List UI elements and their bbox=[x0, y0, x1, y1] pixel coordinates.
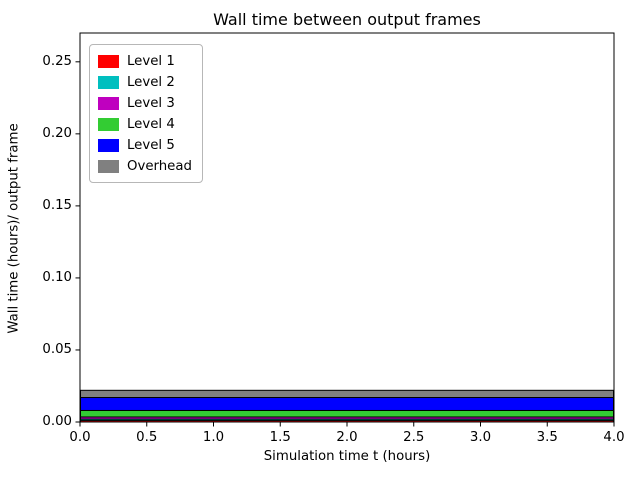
legend-swatch bbox=[98, 55, 119, 68]
stack-band-overhead bbox=[80, 389, 614, 399]
x-tick-label: 0.0 bbox=[69, 430, 91, 445]
chart-title: Wall time between output frames bbox=[213, 10, 481, 29]
legend-item-level-3: Level 3 bbox=[98, 93, 192, 114]
x-tick-label: 2.0 bbox=[336, 430, 358, 445]
stack-band-level-4 bbox=[80, 409, 614, 418]
y-tick-label: 0.00 bbox=[42, 414, 72, 429]
legend-swatch bbox=[98, 97, 119, 110]
y-tick-label: 0.10 bbox=[42, 269, 72, 285]
x-axis-label: Simulation time t (hours) bbox=[263, 449, 431, 464]
x-tick-label: 4.0 bbox=[603, 430, 625, 445]
legend-swatch bbox=[98, 118, 119, 131]
x-tick-label: 1.5 bbox=[269, 430, 291, 445]
legend: Level 1 Level 2 Level 3 Level 4 Level 5 Overh… bbox=[89, 44, 203, 183]
x-tick-label: 3.5 bbox=[536, 430, 558, 445]
x-tick-label: 0.5 bbox=[136, 430, 158, 445]
legend-item-level-2: Level 2 bbox=[98, 72, 192, 93]
legend-label: Level 5 bbox=[127, 138, 175, 153]
y-tick-label: 0.20 bbox=[42, 125, 72, 141]
legend-label: Level 4 bbox=[127, 117, 175, 132]
legend-item-level-5: Level 5 bbox=[98, 135, 192, 156]
y-axis-label: Wall time (hours)/ output frame bbox=[6, 123, 22, 334]
x-tick-label: 1.0 bbox=[202, 430, 225, 445]
legend-item-level-1: Level 1 bbox=[98, 51, 192, 72]
legend-label: Overhead bbox=[127, 159, 192, 174]
y-tick-label: 0.05 bbox=[42, 341, 72, 357]
x-tick-label: 3.0 bbox=[469, 430, 492, 445]
y-tick-label: 0.25 bbox=[42, 53, 72, 69]
legend-swatch bbox=[98, 139, 119, 152]
legend-label: Level 3 bbox=[127, 96, 175, 111]
legend-label: Level 1 bbox=[127, 54, 175, 69]
legend-item-overhead: Overhead bbox=[98, 156, 192, 177]
stack-band-level-5 bbox=[80, 397, 614, 411]
legend-label: Level 2 bbox=[127, 75, 175, 90]
x-tick-label: 2.5 bbox=[403, 430, 425, 445]
legend-swatch bbox=[98, 76, 119, 89]
y-tick-label: 0.15 bbox=[42, 197, 72, 213]
legend-item-level-4: Level 4 bbox=[98, 114, 192, 135]
legend-swatch bbox=[98, 160, 119, 173]
